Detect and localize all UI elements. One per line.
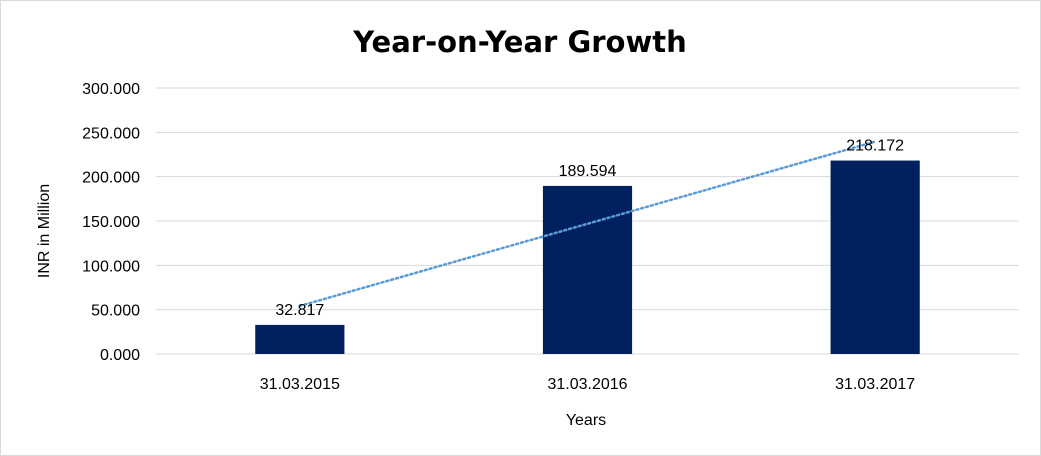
x-axis-ticks: 31.03.2015 31.03.2016 31.03.2017 [260,376,916,393]
x-tick-label: 31.03.2016 [547,376,627,393]
y-axis-ticks: 0.000 50.000 100.000 150.000 200.000 250.000 3… [82,81,140,364]
y-tick-label: 100.000 [82,258,140,275]
x-tick-label: 31.03.2015 [260,376,340,393]
bar [542,185,633,354]
bars [255,160,920,354]
x-tick-label: 31.03.2017 [835,376,915,393]
x-axis-title: Years [566,412,606,429]
y-tick-label: 150.000 [82,214,140,231]
data-labels: 32.817 189.594 218.172 [275,138,904,319]
bar [255,324,345,354]
y-tick-label: 50.000 [91,303,140,320]
y-axis-title: INR in Million [36,184,53,278]
data-label: 189.594 [559,163,617,180]
y-tick-label: 300.000 [82,81,140,98]
y-tick-label: 0.000 [100,347,140,364]
bar [830,160,920,354]
chart-title: Year-on-Year Growth [352,25,687,59]
data-label: 32.817 [275,302,324,319]
trendline [298,140,877,308]
y-tick-label: 250.000 [82,125,140,142]
trendline-group [298,140,877,308]
data-label: 218.172 [846,138,904,155]
y-tick-label: 200.000 [82,170,140,187]
